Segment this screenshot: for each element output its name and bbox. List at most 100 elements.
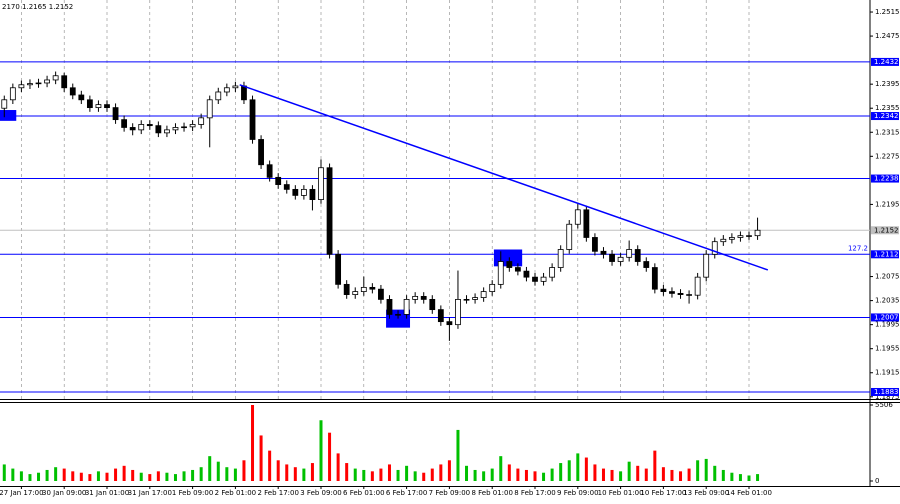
volume-bar bbox=[482, 471, 486, 481]
candle-body bbox=[206, 99, 213, 119]
volume-bar bbox=[139, 472, 143, 481]
y-tick-label: 1.1995 bbox=[875, 321, 900, 329]
candle-body bbox=[643, 261, 650, 268]
candle-body bbox=[309, 188, 316, 201]
candle-body bbox=[737, 235, 744, 238]
volume-bar bbox=[636, 465, 640, 481]
candle-body bbox=[557, 249, 564, 268]
level-label: 1.2007 bbox=[874, 313, 899, 321]
volume-bar bbox=[542, 472, 546, 481]
last-price-box bbox=[871, 226, 899, 235]
level-label: 1.1883 bbox=[874, 388, 899, 396]
candle-body bbox=[121, 119, 128, 128]
x-tick-label: 7 Feb 09:00 bbox=[429, 489, 470, 497]
candle-body bbox=[18, 84, 25, 89]
volume-bar bbox=[302, 468, 306, 481]
volume-bar bbox=[627, 461, 631, 481]
x-tick-label: 10 Feb 17:00 bbox=[640, 489, 686, 497]
volume-bar bbox=[387, 464, 391, 481]
candle-body bbox=[566, 223, 573, 250]
y-tick-label: 1.1955 bbox=[875, 345, 900, 353]
candle-body bbox=[266, 164, 273, 178]
candle-body bbox=[617, 256, 624, 262]
level-label-box bbox=[871, 112, 899, 121]
volume-bar bbox=[601, 468, 605, 481]
zone bbox=[0, 110, 17, 121]
volume-bar bbox=[396, 469, 400, 481]
y-tick-label: 1.2475 bbox=[875, 32, 900, 40]
candle-body bbox=[69, 87, 76, 96]
volume-bar bbox=[11, 468, 15, 481]
y-tick-label: 1.2315 bbox=[875, 128, 900, 136]
candle-body bbox=[258, 139, 264, 166]
candle-body bbox=[378, 288, 384, 300]
volume-bar bbox=[756, 474, 760, 481]
volume-bar bbox=[156, 471, 160, 481]
trendline bbox=[239, 84, 769, 271]
candle-body bbox=[1, 99, 8, 109]
candle-body bbox=[164, 129, 170, 134]
candle-body bbox=[711, 241, 718, 255]
candle-body bbox=[472, 297, 478, 300]
x-tick-label: 2 Feb 17:00 bbox=[257, 489, 298, 497]
volume-bar bbox=[131, 469, 135, 481]
volume-bar bbox=[310, 463, 314, 481]
candle-body bbox=[292, 188, 299, 196]
y-tick-label: 1.1875 bbox=[875, 393, 900, 401]
volume-bar bbox=[233, 468, 237, 481]
volume-bar bbox=[730, 472, 734, 481]
candle-body bbox=[592, 237, 598, 252]
volume-bar bbox=[122, 465, 126, 481]
candle-body bbox=[189, 124, 196, 128]
y-tick-label: 1.2515 bbox=[875, 8, 900, 16]
candle-body bbox=[300, 188, 307, 196]
candle-body bbox=[506, 261, 513, 268]
volume-bar bbox=[37, 472, 41, 481]
volume-bar bbox=[516, 468, 520, 481]
volume-bar bbox=[54, 467, 58, 481]
y-tick-label: 1.2195 bbox=[875, 200, 900, 208]
volume-bar bbox=[71, 471, 75, 481]
volume-bar bbox=[362, 469, 366, 481]
candle-body bbox=[455, 299, 461, 326]
candle-body bbox=[223, 87, 230, 93]
candle-body bbox=[523, 270, 530, 278]
volume-bar bbox=[430, 468, 434, 481]
volume-bar bbox=[704, 458, 708, 481]
y-tick-label: 1.2275 bbox=[875, 152, 900, 160]
volume-bar bbox=[62, 468, 66, 481]
candle-body bbox=[129, 127, 136, 131]
candle-body bbox=[335, 253, 342, 285]
volume-bar bbox=[173, 474, 177, 481]
volume-bar bbox=[422, 472, 426, 481]
volume-bar bbox=[593, 464, 597, 481]
candle-body bbox=[181, 126, 187, 129]
x-tick-label: 13 Feb 09:00 bbox=[683, 489, 729, 497]
volume-bar bbox=[328, 432, 332, 481]
y-tick-label: 1.2075 bbox=[875, 273, 900, 281]
volume-bar bbox=[114, 468, 118, 481]
candle-body bbox=[694, 276, 701, 296]
volume-bar bbox=[550, 468, 554, 481]
x-tick-label: 8 Feb 17:00 bbox=[514, 489, 555, 497]
candle-body bbox=[326, 167, 333, 255]
volume-bar bbox=[679, 471, 683, 481]
volume-bar bbox=[45, 469, 49, 481]
volume-bar bbox=[165, 472, 169, 481]
volume-bar bbox=[285, 464, 289, 481]
candle-body bbox=[249, 99, 256, 140]
candle-body bbox=[215, 91, 222, 101]
y-tick-label: 1.2355 bbox=[875, 104, 900, 112]
volume-bar bbox=[276, 460, 280, 481]
candle-body bbox=[318, 167, 324, 201]
candle-body bbox=[138, 124, 145, 131]
candle-body bbox=[583, 209, 590, 238]
volume-bar bbox=[456, 429, 460, 481]
candle-body bbox=[343, 283, 350, 295]
x-tick-label: 10 Feb 01:00 bbox=[598, 489, 644, 497]
volume-bar bbox=[345, 463, 349, 481]
volume-bar bbox=[610, 469, 614, 481]
candle-body bbox=[27, 83, 33, 86]
volume-bar bbox=[567, 460, 571, 481]
